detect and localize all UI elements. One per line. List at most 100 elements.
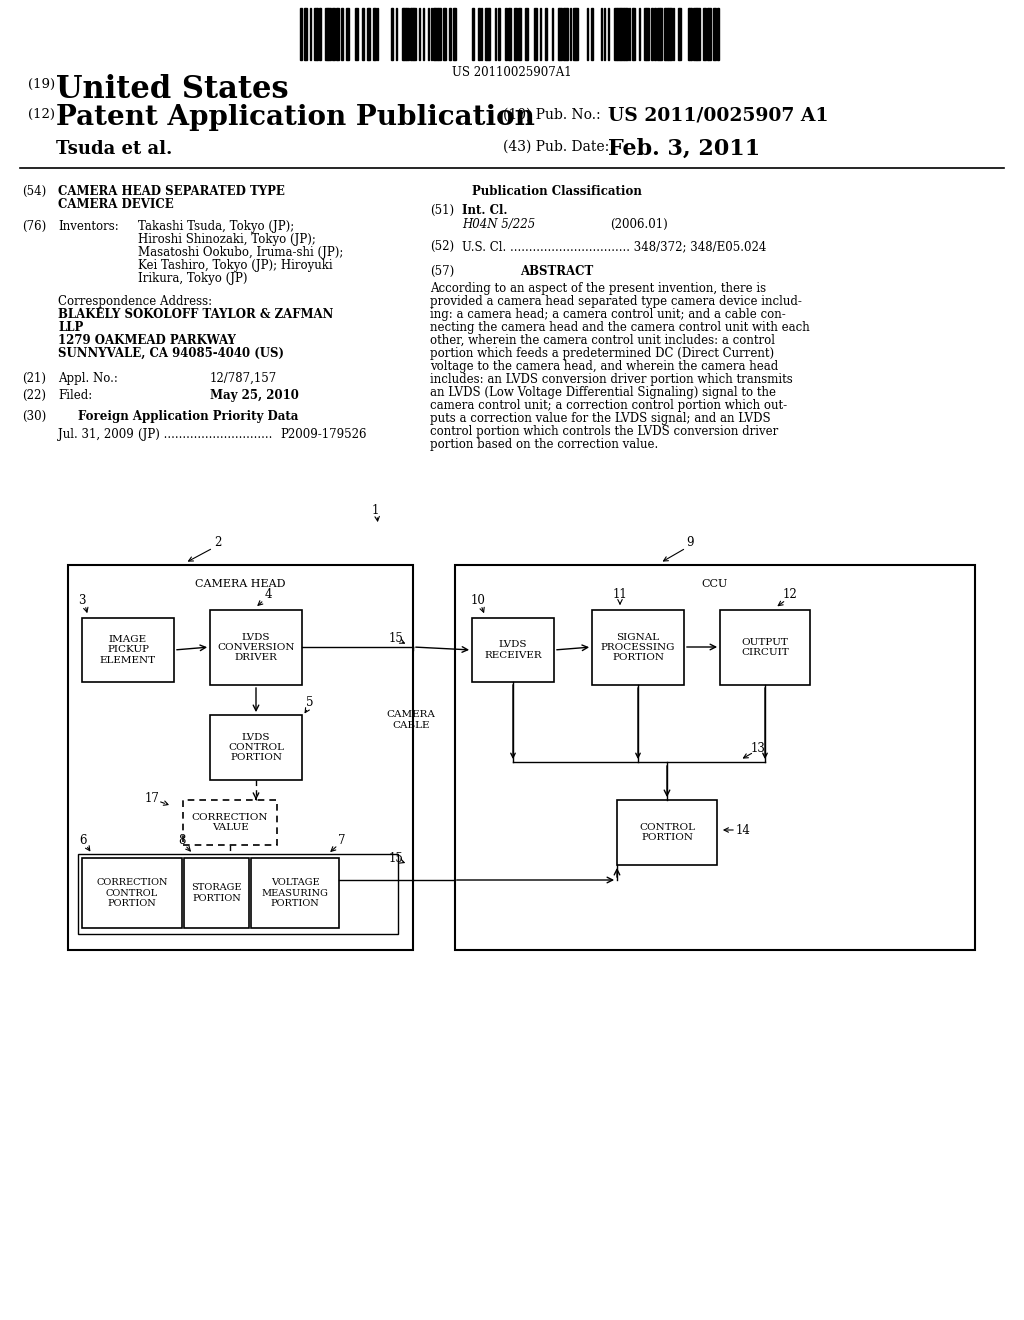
Text: US 20110025907A1: US 20110025907A1 xyxy=(453,66,571,79)
Text: 15: 15 xyxy=(388,851,403,865)
Bar xyxy=(624,8,626,59)
Text: 13: 13 xyxy=(751,742,765,755)
Bar xyxy=(355,8,358,59)
Bar xyxy=(693,8,696,59)
Text: Takashi Tsuda, Tokyo (JP);: Takashi Tsuda, Tokyo (JP); xyxy=(138,220,294,234)
Text: CORRECTION
CONTROL
PORTION: CORRECTION CONTROL PORTION xyxy=(96,878,168,908)
Bar xyxy=(455,565,975,950)
Text: LVDS
CONTROL
PORTION: LVDS CONTROL PORTION xyxy=(228,733,284,763)
Text: 1: 1 xyxy=(372,503,379,516)
Text: 6: 6 xyxy=(79,833,87,846)
Bar xyxy=(573,8,575,59)
Bar xyxy=(486,8,489,59)
Text: CORRECTION
VALUE: CORRECTION VALUE xyxy=(191,813,268,832)
Bar xyxy=(534,8,537,59)
Text: OUTPUT
CIRCUIT: OUTPUT CIRCUIT xyxy=(741,638,788,657)
Bar xyxy=(300,8,302,59)
Bar xyxy=(435,8,438,59)
Bar xyxy=(314,8,317,59)
Bar xyxy=(646,8,649,59)
Bar xyxy=(591,8,593,59)
Text: 3: 3 xyxy=(78,594,86,606)
Text: LVDS
CONVERSION
DRIVER: LVDS CONVERSION DRIVER xyxy=(217,632,295,663)
Text: Inventors:: Inventors: xyxy=(58,220,119,234)
Text: 11: 11 xyxy=(612,589,628,602)
Bar xyxy=(337,8,339,59)
Text: 4: 4 xyxy=(264,589,271,602)
Text: 2: 2 xyxy=(214,536,221,549)
Bar xyxy=(575,8,578,59)
Text: VOLTAGE
MEASURING
PORTION: VOLTAGE MEASURING PORTION xyxy=(261,878,329,908)
Text: U.S. Cl. ................................ 348/372; 348/E05.024: U.S. Cl. ...............................… xyxy=(462,240,766,253)
Text: necting the camera head and the camera control unit with each: necting the camera head and the camera c… xyxy=(430,321,810,334)
Text: 17: 17 xyxy=(144,792,160,804)
Text: BLAKELY SOKOLOFF TAYLOR & ZAFMAN: BLAKELY SOKOLOFF TAYLOR & ZAFMAN xyxy=(58,308,334,321)
Text: Feb. 3, 2011: Feb. 3, 2011 xyxy=(608,139,760,160)
Text: 5: 5 xyxy=(306,697,313,710)
Bar xyxy=(305,8,307,59)
Text: Appl. No.:: Appl. No.: xyxy=(58,372,118,385)
Text: 15: 15 xyxy=(388,631,403,644)
Bar xyxy=(374,8,376,59)
Text: 12/787,157: 12/787,157 xyxy=(210,372,278,385)
Bar xyxy=(498,8,500,59)
Bar xyxy=(509,8,511,59)
Text: 10: 10 xyxy=(471,594,485,606)
Bar xyxy=(362,8,364,59)
Text: (JP) .............................: (JP) ............................. xyxy=(138,428,272,441)
Bar xyxy=(332,8,335,59)
Text: 7: 7 xyxy=(338,833,346,846)
Text: Foreign Application Priority Data: Foreign Application Priority Data xyxy=(78,411,298,422)
Bar xyxy=(518,8,521,59)
Text: (54): (54) xyxy=(22,185,46,198)
Bar xyxy=(478,8,480,59)
Text: portion which feeds a predetermined DC (Direct Current): portion which feeds a predetermined DC (… xyxy=(430,347,774,360)
Bar xyxy=(697,8,700,59)
Text: STORAGE
PORTION: STORAGE PORTION xyxy=(191,883,242,903)
Bar xyxy=(670,8,672,59)
Bar xyxy=(665,8,668,59)
Text: Jul. 31, 2009: Jul. 31, 2009 xyxy=(58,428,134,441)
Text: (30): (30) xyxy=(22,411,46,422)
Bar xyxy=(406,8,409,59)
Text: May 25, 2010: May 25, 2010 xyxy=(210,389,299,403)
Bar xyxy=(341,8,343,59)
Bar xyxy=(210,715,302,780)
Text: (57): (57) xyxy=(430,265,455,279)
Text: CAMERA HEAD: CAMERA HEAD xyxy=(196,579,286,589)
Text: P2009-179526: P2009-179526 xyxy=(280,428,367,441)
Text: 12: 12 xyxy=(782,589,798,602)
Bar xyxy=(633,8,635,59)
Bar xyxy=(679,8,681,59)
Text: SIGNAL
PROCESSING
PORTION: SIGNAL PROCESSING PORTION xyxy=(601,632,675,663)
Text: CAMERA DEVICE: CAMERA DEVICE xyxy=(58,198,174,211)
Text: H04N 5/225: H04N 5/225 xyxy=(462,218,536,231)
Text: CAMERA HEAD SEPARATED TYPE: CAMERA HEAD SEPARATED TYPE xyxy=(58,185,285,198)
Text: camera control unit; a correction control portion which out-: camera control unit; a correction contro… xyxy=(430,399,787,412)
Bar xyxy=(78,854,398,935)
Bar xyxy=(472,618,554,682)
Bar xyxy=(644,8,646,59)
Text: ABSTRACT: ABSTRACT xyxy=(520,265,594,279)
Text: (51): (51) xyxy=(430,205,454,216)
Text: Correspondence Address:: Correspondence Address: xyxy=(58,294,212,308)
Text: (19): (19) xyxy=(28,78,55,91)
Text: ing: a camera head; a camera control unit; and a cable con-: ing: a camera head; a camera control uni… xyxy=(430,308,785,321)
Text: includes: an LVDS conversion driver portion which transmits: includes: an LVDS conversion driver port… xyxy=(430,374,793,385)
Bar xyxy=(660,8,662,59)
Bar xyxy=(325,8,327,59)
Bar xyxy=(621,8,624,59)
Bar xyxy=(657,8,660,59)
Bar xyxy=(82,858,182,928)
Text: (21): (21) xyxy=(22,372,46,385)
Text: Int. Cl.: Int. Cl. xyxy=(462,205,508,216)
Text: Patent Application Publication: Patent Application Publication xyxy=(56,104,535,131)
Bar xyxy=(617,800,717,865)
Bar xyxy=(651,8,653,59)
Bar xyxy=(438,8,441,59)
Bar xyxy=(614,8,617,59)
Bar xyxy=(404,8,406,59)
Text: puts a correction value for the LVDS signal; and an LVDS: puts a correction value for the LVDS sig… xyxy=(430,412,771,425)
Bar xyxy=(559,8,562,59)
Bar xyxy=(525,8,528,59)
